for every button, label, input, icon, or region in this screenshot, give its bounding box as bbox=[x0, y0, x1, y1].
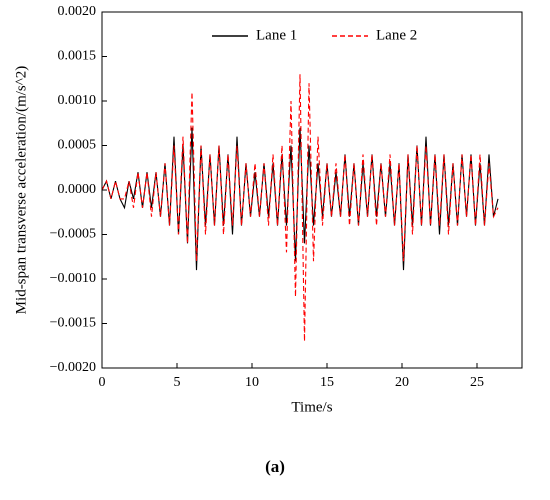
x-tick-label: 0 bbox=[99, 375, 106, 390]
y-tick-label: 0.0005 bbox=[58, 138, 97, 153]
legend-label: Lane 1 bbox=[256, 27, 297, 43]
y-tick-label: −0.0015 bbox=[50, 316, 96, 331]
y-axis-label: Mid-span transverse acceleration/(m/s^2) bbox=[13, 66, 29, 315]
x-tick-label: 10 bbox=[245, 375, 259, 390]
y-tick-label: 0.0010 bbox=[58, 93, 97, 108]
legend-label: Lane 2 bbox=[376, 27, 417, 43]
y-tick-label: 0.0020 bbox=[58, 4, 97, 19]
x-axis-label: Time/s bbox=[291, 399, 332, 415]
plot-frame bbox=[101, 11, 523, 369]
series-line bbox=[101, 127, 499, 271]
y-tick-label: −0.0020 bbox=[50, 360, 96, 375]
x-tick-label: 5 bbox=[174, 375, 181, 390]
x-tick-label: 25 bbox=[470, 375, 484, 390]
y-tick-label: −0.0005 bbox=[50, 227, 96, 242]
x-tick-label: 20 bbox=[395, 375, 409, 390]
caption: (a) bbox=[265, 457, 285, 476]
series-line bbox=[101, 74, 499, 342]
y-tick-label: −0.0010 bbox=[50, 271, 96, 286]
y-tick-label: 0.0015 bbox=[58, 49, 97, 64]
y-tick-label: 0.0000 bbox=[58, 182, 97, 197]
x-tick-label: 15 bbox=[320, 375, 334, 390]
